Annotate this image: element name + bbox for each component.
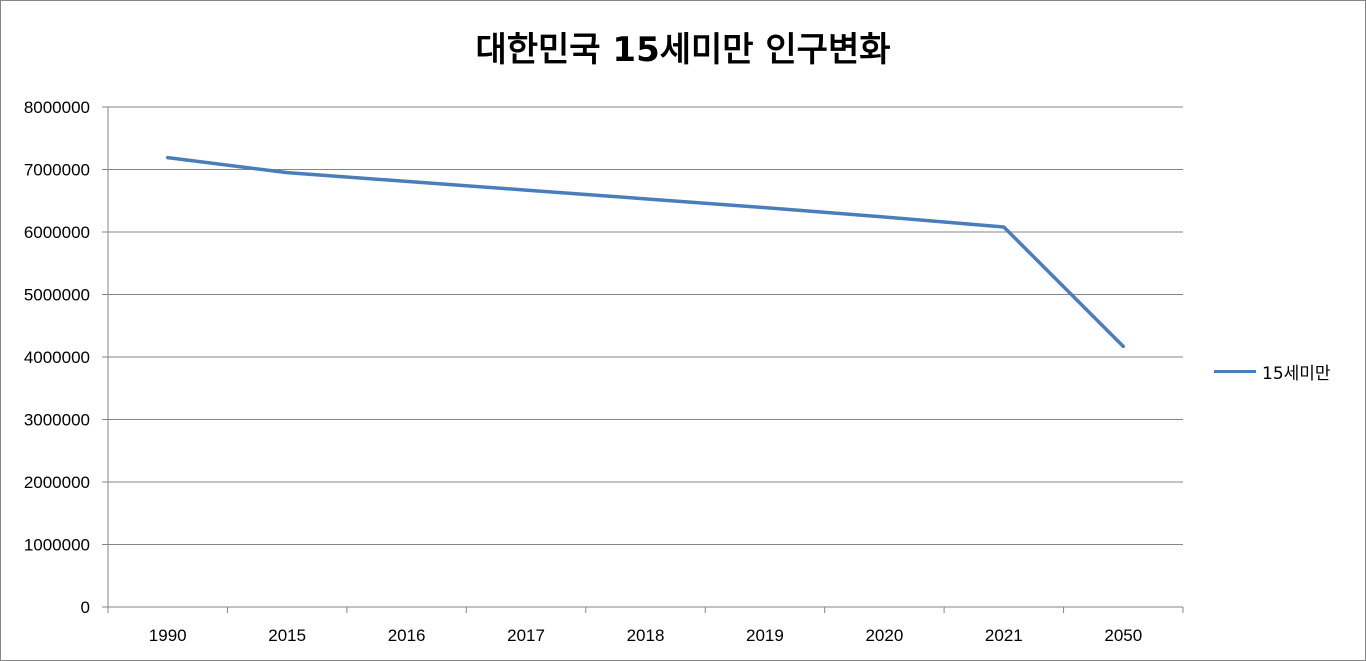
y-tick-label: 3000000 <box>24 411 90 430</box>
legend-label: 15세미만 <box>1262 364 1331 384</box>
x-tick-label: 2018 <box>627 626 665 645</box>
x-tick-label: 1990 <box>149 626 187 645</box>
data-point <box>166 156 169 159</box>
data-point <box>1122 345 1125 348</box>
data-point <box>883 215 886 219</box>
y-tick-labels: 0 1000000 2000000 3000000 4000000 5000000 6000… <box>24 98 90 617</box>
data-point <box>285 171 289 174</box>
y-tick-label: 5000000 <box>24 286 90 305</box>
data-point <box>763 206 767 209</box>
x-tick-label: 2021 <box>985 626 1023 645</box>
x-tick-label: 2017 <box>507 626 545 645</box>
y-tick-label: 6000000 <box>24 223 90 242</box>
series-line <box>165 155 1126 349</box>
data-point <box>644 197 647 201</box>
y-tick-label: 1000000 <box>24 536 90 555</box>
y-tick-label: 4000000 <box>24 348 90 367</box>
legend-swatch <box>1214 370 1256 373</box>
x-tick-labels: 1990 2015 2016 2017 2018 2019 2020 2021 2050 <box>149 626 1142 645</box>
x-tick-label: 2019 <box>746 626 784 645</box>
data-point <box>405 180 408 183</box>
y-tick-label: 2000000 <box>24 473 90 492</box>
x-tick-label: 2050 <box>1104 626 1142 645</box>
x-tick-label: 2020 <box>865 626 903 645</box>
y-tick-label: 7000000 <box>24 161 90 180</box>
data-point <box>1002 225 1006 229</box>
series-lines <box>165 155 1126 349</box>
y-tick-label: 8000000 <box>24 98 90 117</box>
data-point <box>524 188 528 192</box>
gridlines <box>108 106 1183 545</box>
axes <box>102 106 1184 613</box>
x-tick-label: 2016 <box>388 626 426 645</box>
x-tick-label: 2015 <box>268 626 306 645</box>
y-tick-label: 0 <box>81 598 90 617</box>
chart-title: 대한민국 15세미만 인구변화 <box>475 30 891 70</box>
legend: 15세미만 <box>1214 359 1331 384</box>
